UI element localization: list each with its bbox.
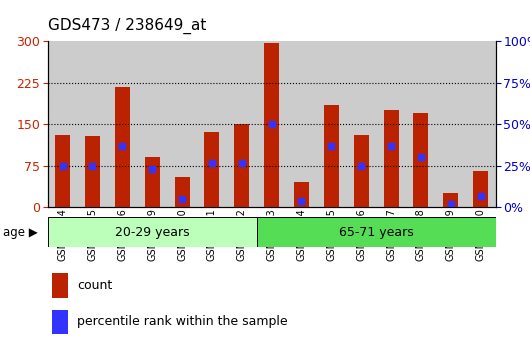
Bar bbox=[234, 124, 249, 207]
Bar bbox=[257, 217, 496, 247]
Bar bbox=[77, 41, 108, 207]
Bar bbox=[174, 177, 190, 207]
Bar bbox=[227, 41, 257, 207]
Bar bbox=[167, 41, 197, 207]
Bar bbox=[413, 113, 428, 207]
Bar bbox=[257, 41, 287, 207]
Bar bbox=[324, 105, 339, 207]
Bar bbox=[316, 41, 346, 207]
Bar bbox=[115, 87, 130, 207]
Bar bbox=[52, 273, 68, 297]
Bar bbox=[108, 41, 137, 207]
Bar bbox=[205, 132, 219, 207]
Bar bbox=[145, 157, 160, 207]
Bar bbox=[354, 135, 369, 207]
Text: GDS473 / 238649_at: GDS473 / 238649_at bbox=[48, 18, 206, 34]
Bar bbox=[48, 217, 257, 247]
Text: count: count bbox=[77, 279, 112, 292]
Bar bbox=[473, 171, 488, 207]
Bar bbox=[287, 41, 316, 207]
Text: 20-29 years: 20-29 years bbox=[115, 226, 190, 238]
Bar bbox=[376, 41, 406, 207]
Bar bbox=[384, 110, 399, 207]
Bar bbox=[85, 136, 100, 207]
Bar bbox=[52, 310, 68, 334]
Text: 65-71 years: 65-71 years bbox=[339, 226, 413, 238]
Bar bbox=[346, 41, 376, 207]
Bar bbox=[436, 41, 466, 207]
Bar bbox=[443, 193, 458, 207]
Bar bbox=[48, 41, 77, 207]
Bar bbox=[294, 182, 309, 207]
Bar bbox=[55, 135, 70, 207]
Bar bbox=[466, 41, 496, 207]
Bar bbox=[137, 41, 167, 207]
Bar bbox=[197, 41, 227, 207]
Bar bbox=[264, 43, 279, 207]
Text: percentile rank within the sample: percentile rank within the sample bbox=[77, 315, 288, 328]
Text: age ▶: age ▶ bbox=[3, 226, 38, 238]
Bar bbox=[406, 41, 436, 207]
